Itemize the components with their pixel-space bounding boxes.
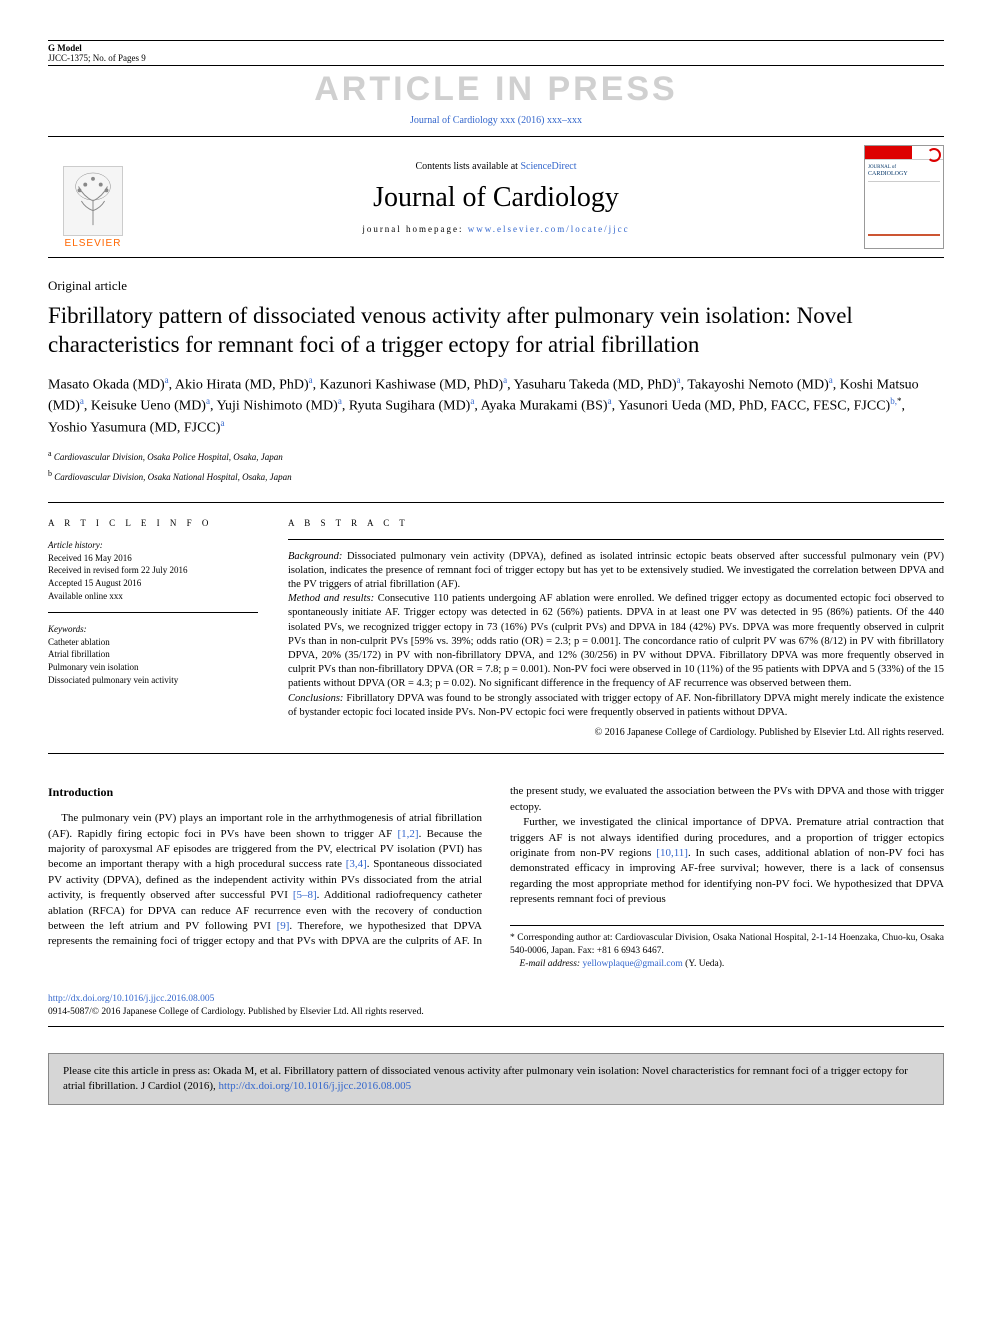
affiliation: b Cardiovascular Division, Osaka Nationa…	[48, 468, 944, 484]
sciencedirect-link[interactable]: ScienceDirect	[520, 161, 576, 172]
journal-reference: Journal of Cardiology xxx (2016) xxx–xxx	[48, 115, 944, 126]
contents-list-prefix: Contents lists available at	[415, 161, 520, 172]
affiliation: a Cardiovascular Division, Osaka Police …	[48, 448, 944, 464]
background-label: Background:	[288, 551, 342, 562]
abstract-conclusions: Fibrillatory DPVA was found to be strong…	[288, 693, 944, 718]
ref-link-5-8[interactable]: [5–8]	[293, 889, 317, 901]
keyword: Dissociated pulmonary vein activity	[48, 674, 258, 687]
author-list: Masato Okada (MD)a, Akio Hirata (MD, PhD…	[48, 374, 944, 439]
keywords-label: Keywords:	[48, 623, 258, 636]
homepage-prefix: journal homepage:	[362, 224, 467, 234]
cover-title-big: CARDIOLOGY	[868, 171, 908, 177]
abstract-copyright: © 2016 Japanese College of Cardiology. P…	[288, 726, 944, 740]
journal-title: Journal of Cardiology	[148, 182, 844, 214]
ref-link-1-2[interactable]: [1,2]	[398, 828, 419, 840]
doi-footer: http://dx.doi.org/10.1016/j.jjcc.2016.08…	[48, 993, 944, 1027]
abstract-background: Dissociated pulmonary vein activity (DPV…	[288, 551, 944, 590]
cite-doi-link[interactable]: http://dx.doi.org/10.1016/j.jjcc.2016.08…	[219, 1080, 412, 1092]
ref-link-10-11[interactable]: [10,11]	[656, 847, 688, 859]
elsevier-tree-icon	[63, 166, 123, 236]
email-label: E-mail address:	[520, 959, 583, 969]
cite-text: Please cite this article in press as: Ok…	[63, 1065, 908, 1092]
abstract-text: Background: Dissociated pulmonary vein a…	[288, 550, 944, 720]
introduction-heading: Introduction	[48, 784, 482, 801]
body-p2-pre: successful PVI	[220, 889, 293, 901]
article-type: Original article	[48, 278, 944, 294]
article-info: A R T I C L E I N F O Article history: R…	[48, 517, 258, 740]
corresponding-author-block: * Corresponding author at: Cardiovascula…	[510, 925, 944, 970]
ref-link-3-4[interactable]: [3,4]	[346, 858, 367, 870]
journal-homepage-link[interactable]: www.elsevier.com/locate/jjcc	[468, 224, 630, 234]
doi-link[interactable]: http://dx.doi.org/10.1016/j.jjcc.2016.08…	[48, 994, 214, 1004]
history-accepted: Accepted 15 August 2016	[48, 577, 258, 590]
ref-link-9[interactable]: [9]	[277, 920, 290, 932]
corr-text: Corresponding author at: Cardiovascular …	[510, 933, 944, 956]
journal-cover-thumbnail: JOURNAL of CARDIOLOGY	[864, 145, 944, 249]
masthead: ELSEVIER Contents lists available at Sci…	[48, 136, 944, 258]
issn-copyright: 0914-5087/© 2016 Japanese College of Car…	[48, 1007, 424, 1017]
abstract-methods: Consecutive 110 patients undergoing AF a…	[288, 593, 944, 689]
article-info-heading: A R T I C L E I N F O	[48, 517, 258, 530]
abstract-heading: A B S T R A C T	[288, 517, 944, 540]
corr-email-suffix: (Y. Ueda).	[683, 959, 725, 969]
keyword: Atrial fibrillation	[48, 648, 258, 661]
corr-email-link[interactable]: yellowplaque@gmail.com	[582, 959, 682, 969]
citation-box: Please cite this article in press as: Ok…	[48, 1053, 944, 1106]
paper-title: Fibrillatory pattern of dissociated veno…	[48, 302, 944, 360]
cover-title-small: JOURNAL of	[868, 165, 896, 170]
publisher-name: ELSEVIER	[65, 238, 122, 249]
gmodel-code: JJCC-1375; No. of Pages 9	[48, 53, 146, 63]
history-received: Received 16 May 2016	[48, 552, 258, 565]
body-columns: Introduction The pulmonary vein (PV) pla…	[48, 784, 944, 971]
gmodel-label: G Model	[48, 43, 82, 53]
conclusions-label: Conclusions:	[288, 693, 343, 704]
publisher-logo: ELSEVIER	[48, 149, 138, 249]
history-online: Available online xxx	[48, 590, 258, 603]
keyword: Pulmonary vein isolation	[48, 661, 258, 674]
keyword: Catheter ablation	[48, 636, 258, 649]
methods-label: Method and results:	[288, 593, 374, 604]
history-revised: Received in revised form 22 July 2016	[48, 564, 258, 577]
article-in-press-watermark: ARTICLE IN PRESS	[48, 70, 944, 109]
article-history-label: Article history:	[48, 539, 258, 552]
